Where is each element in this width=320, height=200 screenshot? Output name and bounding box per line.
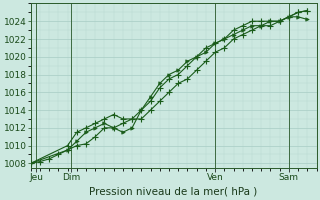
X-axis label: Pression niveau de la mer( hPa ): Pression niveau de la mer( hPa ): [90, 187, 258, 197]
